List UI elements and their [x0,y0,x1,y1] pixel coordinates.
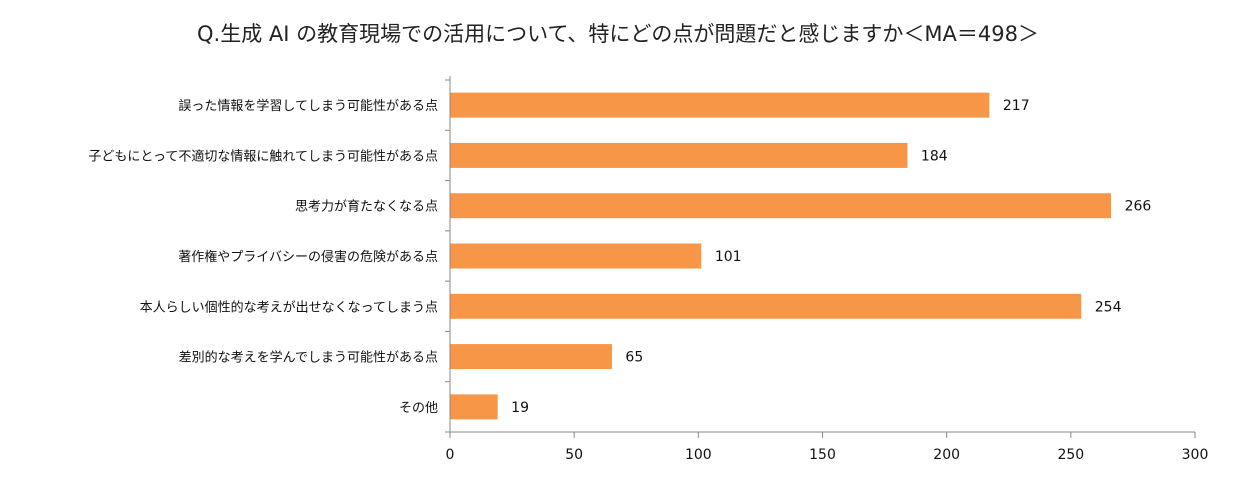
x-tick-label: 300 [1182,447,1209,463]
x-tick-label: 150 [809,447,836,463]
bar [450,193,1112,219]
category-label: 著作権やプライバシーの侵害の危険がある点 [178,249,438,265]
data-label: 184 [921,148,948,164]
category-label: 差別的な考えを学んでしまう可能性がある点 [179,350,438,366]
x-tick-label: 250 [1057,447,1084,463]
category-label: 誤った情報を学習してしまう可能性がある点 [178,98,438,114]
bar [450,243,702,269]
data-label: 254 [1095,299,1122,315]
data-label: 217 [1003,98,1030,114]
x-tick-label: 100 [685,447,712,463]
data-label: 101 [715,249,742,265]
x-tick-label: 0 [446,447,455,463]
category-label: 子どもにとって不適切な情報に触れてしまう可能性がある点 [88,148,438,164]
x-tick-label: 200 [933,447,960,463]
x-tick-label: 50 [565,447,583,463]
bar [450,92,990,118]
data-label: 266 [1125,199,1152,215]
data-label: 65 [625,350,643,366]
bar [450,293,1082,319]
category-label: 思考力が育たなくなる点 [295,199,438,215]
data-label: 19 [511,400,529,416]
category-label: その他 [399,401,438,416]
bar [450,142,908,168]
bar [450,394,498,420]
bar [450,344,612,370]
category-label: 本人らしい個性的な考えが出せなくなってしまう点 [140,299,438,315]
chart-title: Q.生成 AI の教育現場での活用について、特にどの点が問題だと感じますか＜MA… [197,22,1039,46]
